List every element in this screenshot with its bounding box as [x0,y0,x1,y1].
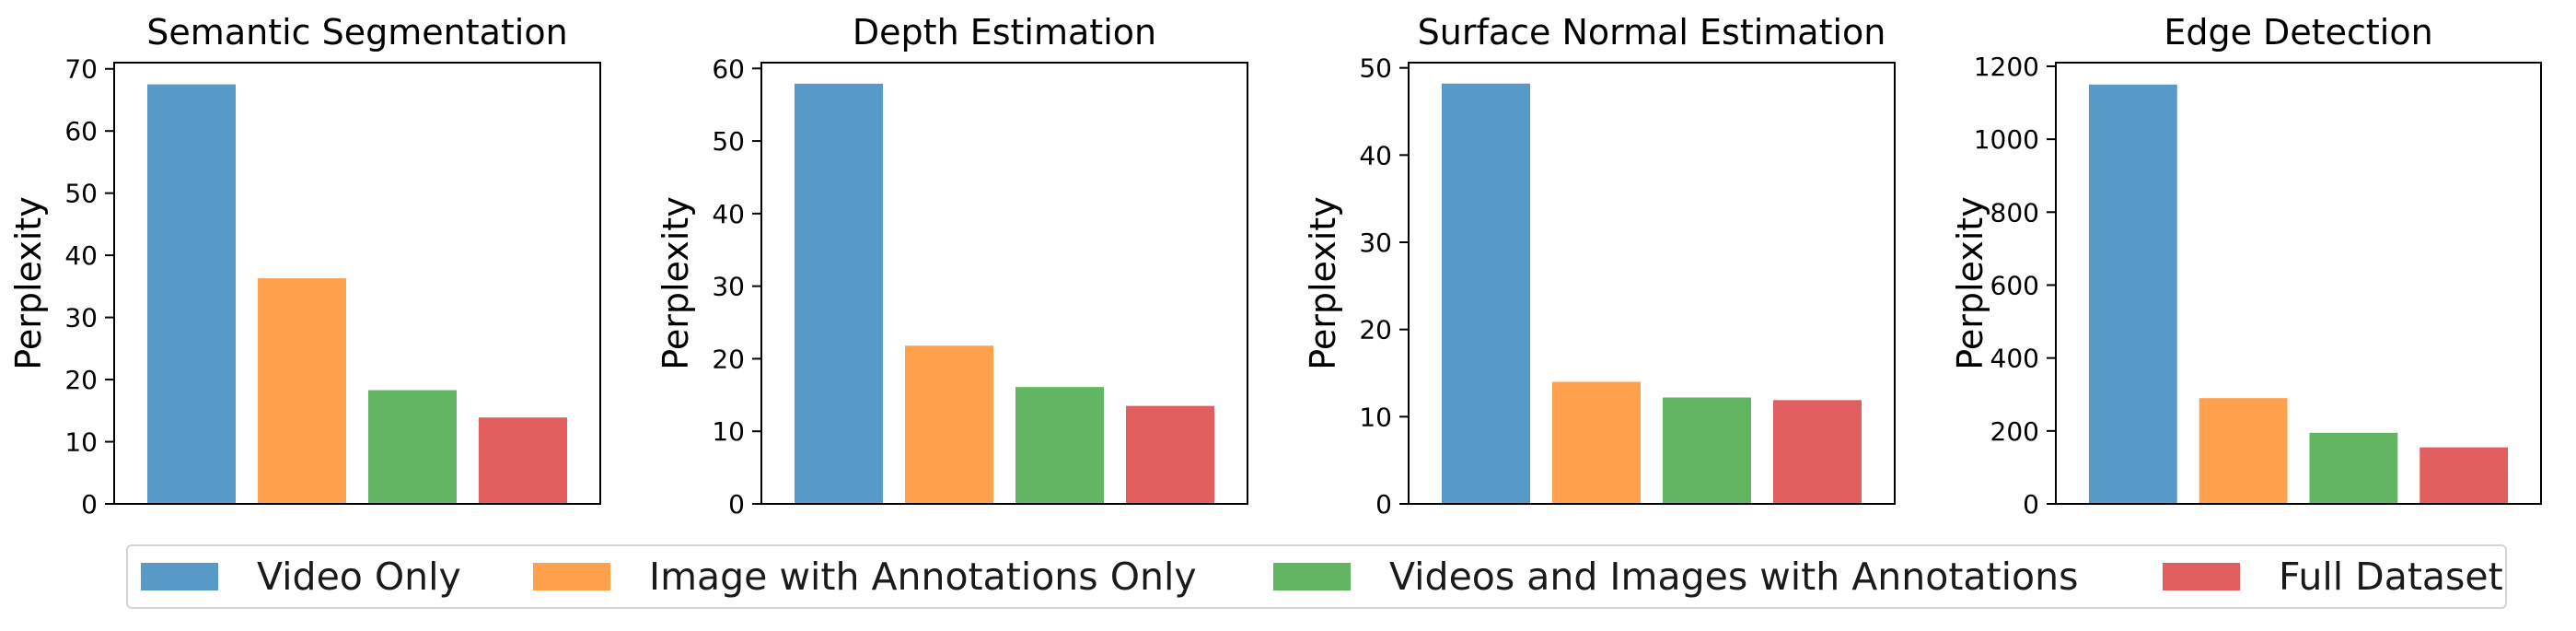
chart1-ylabel: Perplexity [8,196,49,369]
chart1-ytick-label-50: 50 [64,179,98,209]
chart3-bar-video-only [1442,83,1530,505]
legend-swatch-full-dataset [2163,563,2240,590]
chart4-ytick-label-200: 200 [1990,416,2039,447]
chart4-ylabel: Perplexity [1950,196,1990,369]
chart1-title: Semantic Segmentation [146,12,567,53]
chart3-bar-image-with-annotations-only [1552,381,1641,504]
chart4-ytick-label-800: 800 [1990,197,2039,228]
chart3-ytick-label-10: 10 [1359,402,1392,432]
chart1-ytick-label-70: 70 [64,54,98,85]
chart4-bar-videos-and-images-with-annotations [2309,432,2398,504]
chart4-bar-full-dataset [2419,447,2509,504]
chart2-bar-video-only [795,83,883,504]
chart2-ytick-label-30: 30 [712,272,745,302]
chart3-bar-videos-and-images-with-annotations [1663,397,1751,504]
chart1-ytick-label-40: 40 [64,240,98,271]
chart2-ylabel: Perplexity [656,196,696,369]
chart4-axes-frame [2055,62,2542,505]
chart2-ytick-label-10: 10 [712,416,745,447]
chart1-bar-videos-and-images-with-annotations [368,390,457,504]
chart4-bar-image-with-annotations-only [2199,398,2288,504]
chart2-axes-frame [760,62,1248,505]
legend-label-image-annotations-only: Image with Annotations Only [649,555,1197,599]
chart2-bar-image-with-annotations-only [905,345,993,504]
chart3-ylabel: Perplexity [1303,196,1343,369]
legend-item-videos-and-images: Videos and Images with Annotations [1273,546,2078,607]
chart4-ytick-label-0: 0 [2023,489,2039,520]
chart3-bar-full-dataset [1773,400,1862,504]
chart2-ytick-label-50: 50 [712,126,745,157]
legend-swatch-videos-and-images [1273,563,1351,590]
chart3-title: Surface Normal Estimation [1418,12,1886,53]
chart4-ytick-label-400: 400 [1990,344,2039,374]
chart1-bar-image-with-annotations-only [258,278,346,504]
chart3-ytick-label-30: 30 [1359,228,1392,258]
chart4-ytick-label-600: 600 [1990,270,2039,300]
chart1-ytick-label-60: 60 [64,116,98,146]
chart1-bar-full-dataset [479,417,567,504]
chart1-ytick-label-0: 0 [81,489,98,520]
chart3-ytick-label-20: 20 [1359,315,1392,345]
chart3-axes-frame [1408,62,1896,505]
chart4-bar-video-only [2088,84,2177,504]
chart2-ytick-label-60: 60 [712,53,745,84]
chart2-ytick-label-40: 40 [712,199,745,229]
legend-item-full-dataset: Full Dataset [2163,546,2503,607]
legend-label-full-dataset: Full Dataset [2279,555,2503,599]
chart2-bar-videos-and-images-with-annotations [1015,387,1104,504]
chart3-ytick-label-50: 50 [1359,53,1392,84]
chart2-ytick-label-20: 20 [712,344,745,374]
chart2-title: Depth Estimation [853,12,1156,53]
chart3-ytick-label-40: 40 [1359,140,1392,170]
chart2-ytick-label-0: 0 [728,489,745,520]
legend-swatch-video-only [141,563,218,590]
chart4-ytick-label-1200: 1200 [1974,52,2039,82]
legend-item-image-annotations-only: Image with Annotations Only [533,546,1197,607]
legend-label-video-only: Video Only [257,555,461,599]
chart4-ytick-label-1000: 1000 [1974,124,2039,155]
legend-swatch-image-annotations-only [533,563,610,590]
chart1-ytick-label-10: 10 [64,427,98,458]
chart2-bar-full-dataset [1126,405,1214,504]
chart1-ytick-label-20: 20 [64,365,98,395]
legend: Video Only Image with Annotations Only V… [126,544,2507,609]
chart1-bar-video-only [147,84,236,505]
chart3-ytick-label-0: 0 [1375,489,1392,520]
chart1-axes-frame [113,62,601,505]
legend-item-video-only: Video Only [141,546,461,607]
legend-label-videos-and-images: Videos and Images with Annotations [1389,555,2079,599]
chart4-title: Edge Detection [2164,12,2432,53]
chart1-ytick-label-30: 30 [64,303,98,333]
